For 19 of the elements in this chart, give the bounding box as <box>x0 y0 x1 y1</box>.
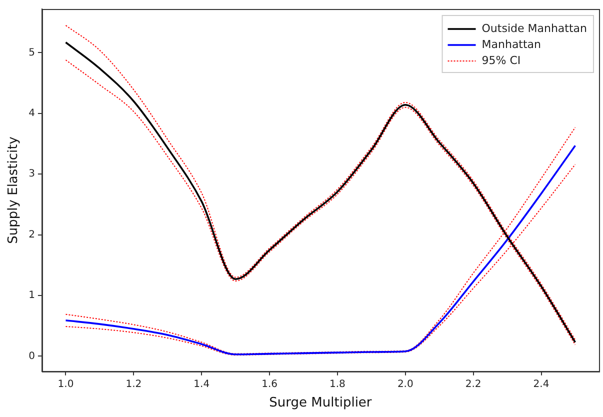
y-axis-title: Supply Elasticity <box>6 136 22 244</box>
y-tick-label: 1 <box>28 290 35 302</box>
x-tick-label: 1.8 <box>330 378 346 390</box>
y-tick-label: 4 <box>28 108 35 120</box>
x-tick-label: 2.4 <box>533 378 550 390</box>
legend-label: 95% CI <box>482 54 521 67</box>
x-tick-label: 2.0 <box>397 378 414 390</box>
y-tick-label: 0 <box>28 350 35 362</box>
x-tick-label: 1.2 <box>126 378 142 390</box>
x-tick-label: 1.0 <box>58 378 74 390</box>
y-tick-label: 3 <box>28 168 35 180</box>
y-tick-label: 5 <box>28 47 35 58</box>
x-tick-label: 1.4 <box>194 378 210 390</box>
y-tick-label: 2 <box>28 229 35 240</box>
x-tick-label: 1.6 <box>262 378 278 390</box>
legend-label: Outside Manhattan <box>482 22 588 35</box>
x-axis-title: Surge Multiplier <box>269 396 372 411</box>
legend-label: Manhattan <box>482 38 542 51</box>
x-tick-label: 2.2 <box>465 378 482 390</box>
